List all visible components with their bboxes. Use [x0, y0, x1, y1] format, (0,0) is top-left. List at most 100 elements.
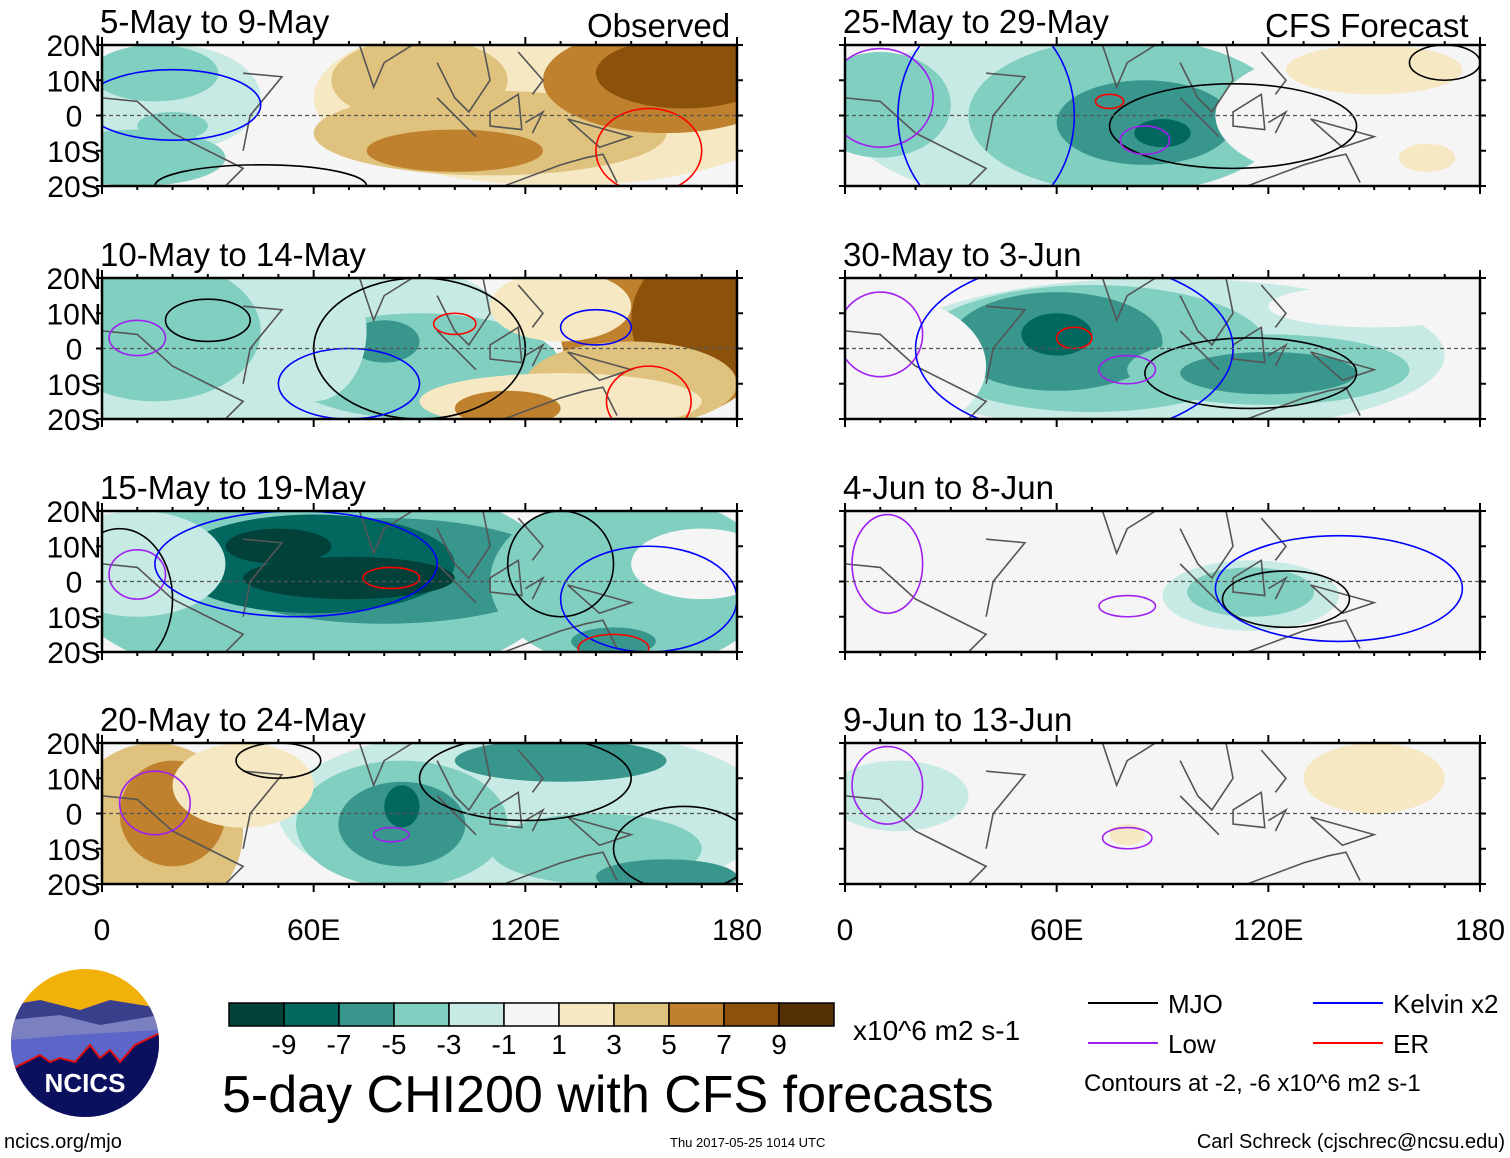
y-tick-label: 10N	[46, 531, 101, 564]
y-tick-label: 10S	[47, 369, 100, 402]
panel-content	[845, 743, 1480, 884]
x-tick-label: 0	[94, 914, 111, 947]
coastlines	[845, 743, 1377, 884]
credit: Carl Schreck (cjschrec@ncsu.edu)	[1197, 1131, 1505, 1153]
colorbar-label: 1	[551, 1029, 567, 1060]
y-tick-label: 20N	[46, 30, 101, 63]
contour-er	[1055, 326, 1093, 350]
colorbar-swatch	[723, 1002, 780, 1027]
x-tick-label: 60E	[287, 914, 340, 947]
legend-label-mjo: MJO	[1168, 989, 1223, 1019]
anomaly-region	[595, 45, 737, 109]
panel-content	[102, 278, 737, 419]
contour-low	[851, 513, 924, 615]
coastlines	[845, 511, 1377, 652]
contour-mjo	[1144, 337, 1358, 410]
panel-date-range: 9-Jun to 13-Jun	[843, 701, 1072, 738]
colorbar-swatch	[393, 1002, 450, 1027]
contour-low	[108, 319, 167, 357]
anomaly-region	[102, 278, 261, 402]
contour-kelvin	[1214, 534, 1464, 643]
contour-mjo	[506, 511, 615, 618]
anomaly-region	[845, 511, 1022, 652]
anomaly-region	[348, 320, 420, 363]
anomaly-region	[1303, 743, 1445, 814]
y-tick-label: 20S	[47, 404, 100, 437]
legend-label-kelvin: Kelvin x2	[1393, 989, 1499, 1019]
anomaly-region	[1021, 313, 1092, 356]
contour-kelvin	[154, 511, 438, 618]
contour-mjo	[1221, 570, 1351, 629]
anomaly-region	[845, 52, 951, 158]
colorbar-units: x10^6 m2 s-1	[853, 1015, 1020, 1046]
map-panel: 25-May to 29-May	[839, 3, 1486, 194]
anomaly-region	[102, 45, 219, 102]
colorbar-label: 5	[661, 1029, 677, 1060]
panel-content	[845, 45, 1480, 186]
y-tick-label: 20S	[47, 637, 100, 670]
colorbar-label: 7	[716, 1029, 732, 1060]
panel-date-range: 5-May to 9-May	[100, 3, 330, 40]
colorbar-label: -5	[382, 1029, 407, 1060]
panel-date-range: 20-May to 24-May	[100, 701, 366, 738]
contour-low	[851, 745, 924, 825]
contour-mjo	[612, 805, 737, 884]
contour-low	[845, 291, 924, 378]
contour-low	[118, 770, 191, 836]
y-tick-label: 10S	[47, 834, 100, 867]
contour-low	[1101, 826, 1153, 850]
anomaly-region	[137, 111, 208, 141]
main-title: 5-day CHI200 with CFS forecasts	[222, 1066, 994, 1124]
contour-er	[362, 566, 421, 590]
colorbar-label: -9	[272, 1029, 297, 1060]
colorbar-swatch	[228, 1002, 285, 1027]
coastlines	[102, 278, 634, 419]
contour-mjo	[1108, 82, 1358, 170]
colorbar-swatch	[283, 1002, 340, 1027]
contour-mjo	[102, 527, 174, 652]
panel-content	[102, 743, 737, 884]
contour-low	[1098, 354, 1157, 385]
panel-content	[845, 511, 1480, 652]
logo-text: NCICS	[45, 1068, 126, 1098]
map-panel: 4-Jun to 8-Jun	[839, 469, 1486, 660]
colorbar-swatch	[448, 1002, 505, 1027]
contour-er	[432, 312, 477, 336]
y-tick-label: 10N	[46, 65, 101, 98]
contour-low	[845, 47, 934, 149]
x-tick-label: 180	[1455, 914, 1505, 947]
contour-mjo	[235, 743, 322, 780]
colorbar-label: -7	[327, 1029, 352, 1060]
contour-low	[108, 548, 167, 600]
colorbar-label: -1	[492, 1029, 517, 1060]
x-tick-label: 180	[712, 914, 762, 947]
anomaly-region	[1285, 45, 1463, 95]
map-panel: 30-May to 3-Jun	[839, 236, 1486, 427]
coastlines	[102, 511, 634, 652]
anomaly-region	[1109, 824, 1145, 846]
legend-label-low: Low	[1168, 1029, 1216, 1059]
x-tick-label: 120E	[490, 914, 560, 947]
anomaly-region	[1268, 285, 1480, 328]
y-tick-label: 20S	[47, 171, 100, 204]
contour-low	[372, 826, 410, 843]
colorbar-swatch	[558, 1002, 615, 1027]
panel-date-range: 10-May to 14-May	[100, 236, 366, 273]
ncics-logo: NCICS	[11, 969, 159, 1117]
contour-kelvin	[559, 308, 632, 346]
anomaly-region	[454, 390, 561, 419]
legend-label-er: ER	[1393, 1029, 1429, 1059]
panel-date-range: 15-May to 19-May	[100, 469, 366, 506]
y-tick-label: 0	[66, 334, 83, 367]
y-tick-label: 10N	[46, 763, 101, 796]
panel-date-range: 4-Jun to 8-Jun	[843, 469, 1054, 506]
contour-kelvin	[102, 68, 262, 141]
x-tick-label: 60E	[1030, 914, 1083, 947]
anomaly-region	[366, 129, 543, 172]
contour-er	[605, 365, 692, 419]
